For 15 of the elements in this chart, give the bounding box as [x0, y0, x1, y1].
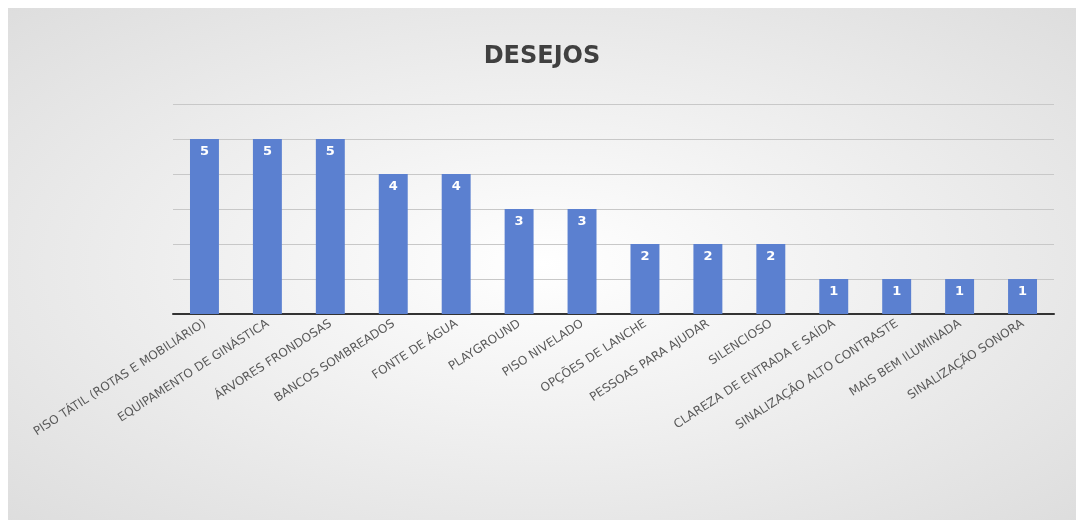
data-label: 2: [640, 248, 650, 263]
data-label: 3: [514, 213, 524, 228]
data-label: 1: [955, 283, 965, 298]
data-label: 5: [325, 143, 335, 158]
data-label: 5: [199, 143, 209, 158]
data-label: 2: [766, 248, 776, 263]
data-label: 5: [262, 143, 272, 158]
data-label: 2: [703, 248, 713, 263]
data-label: 4: [451, 178, 461, 193]
data-label: 1: [829, 283, 839, 298]
data-label: 3: [577, 213, 587, 228]
data-label: 4: [388, 178, 398, 193]
chart-title: DESEJOS: [483, 41, 601, 69]
data-label: 1: [1018, 283, 1028, 298]
data-label: 1: [892, 283, 902, 298]
